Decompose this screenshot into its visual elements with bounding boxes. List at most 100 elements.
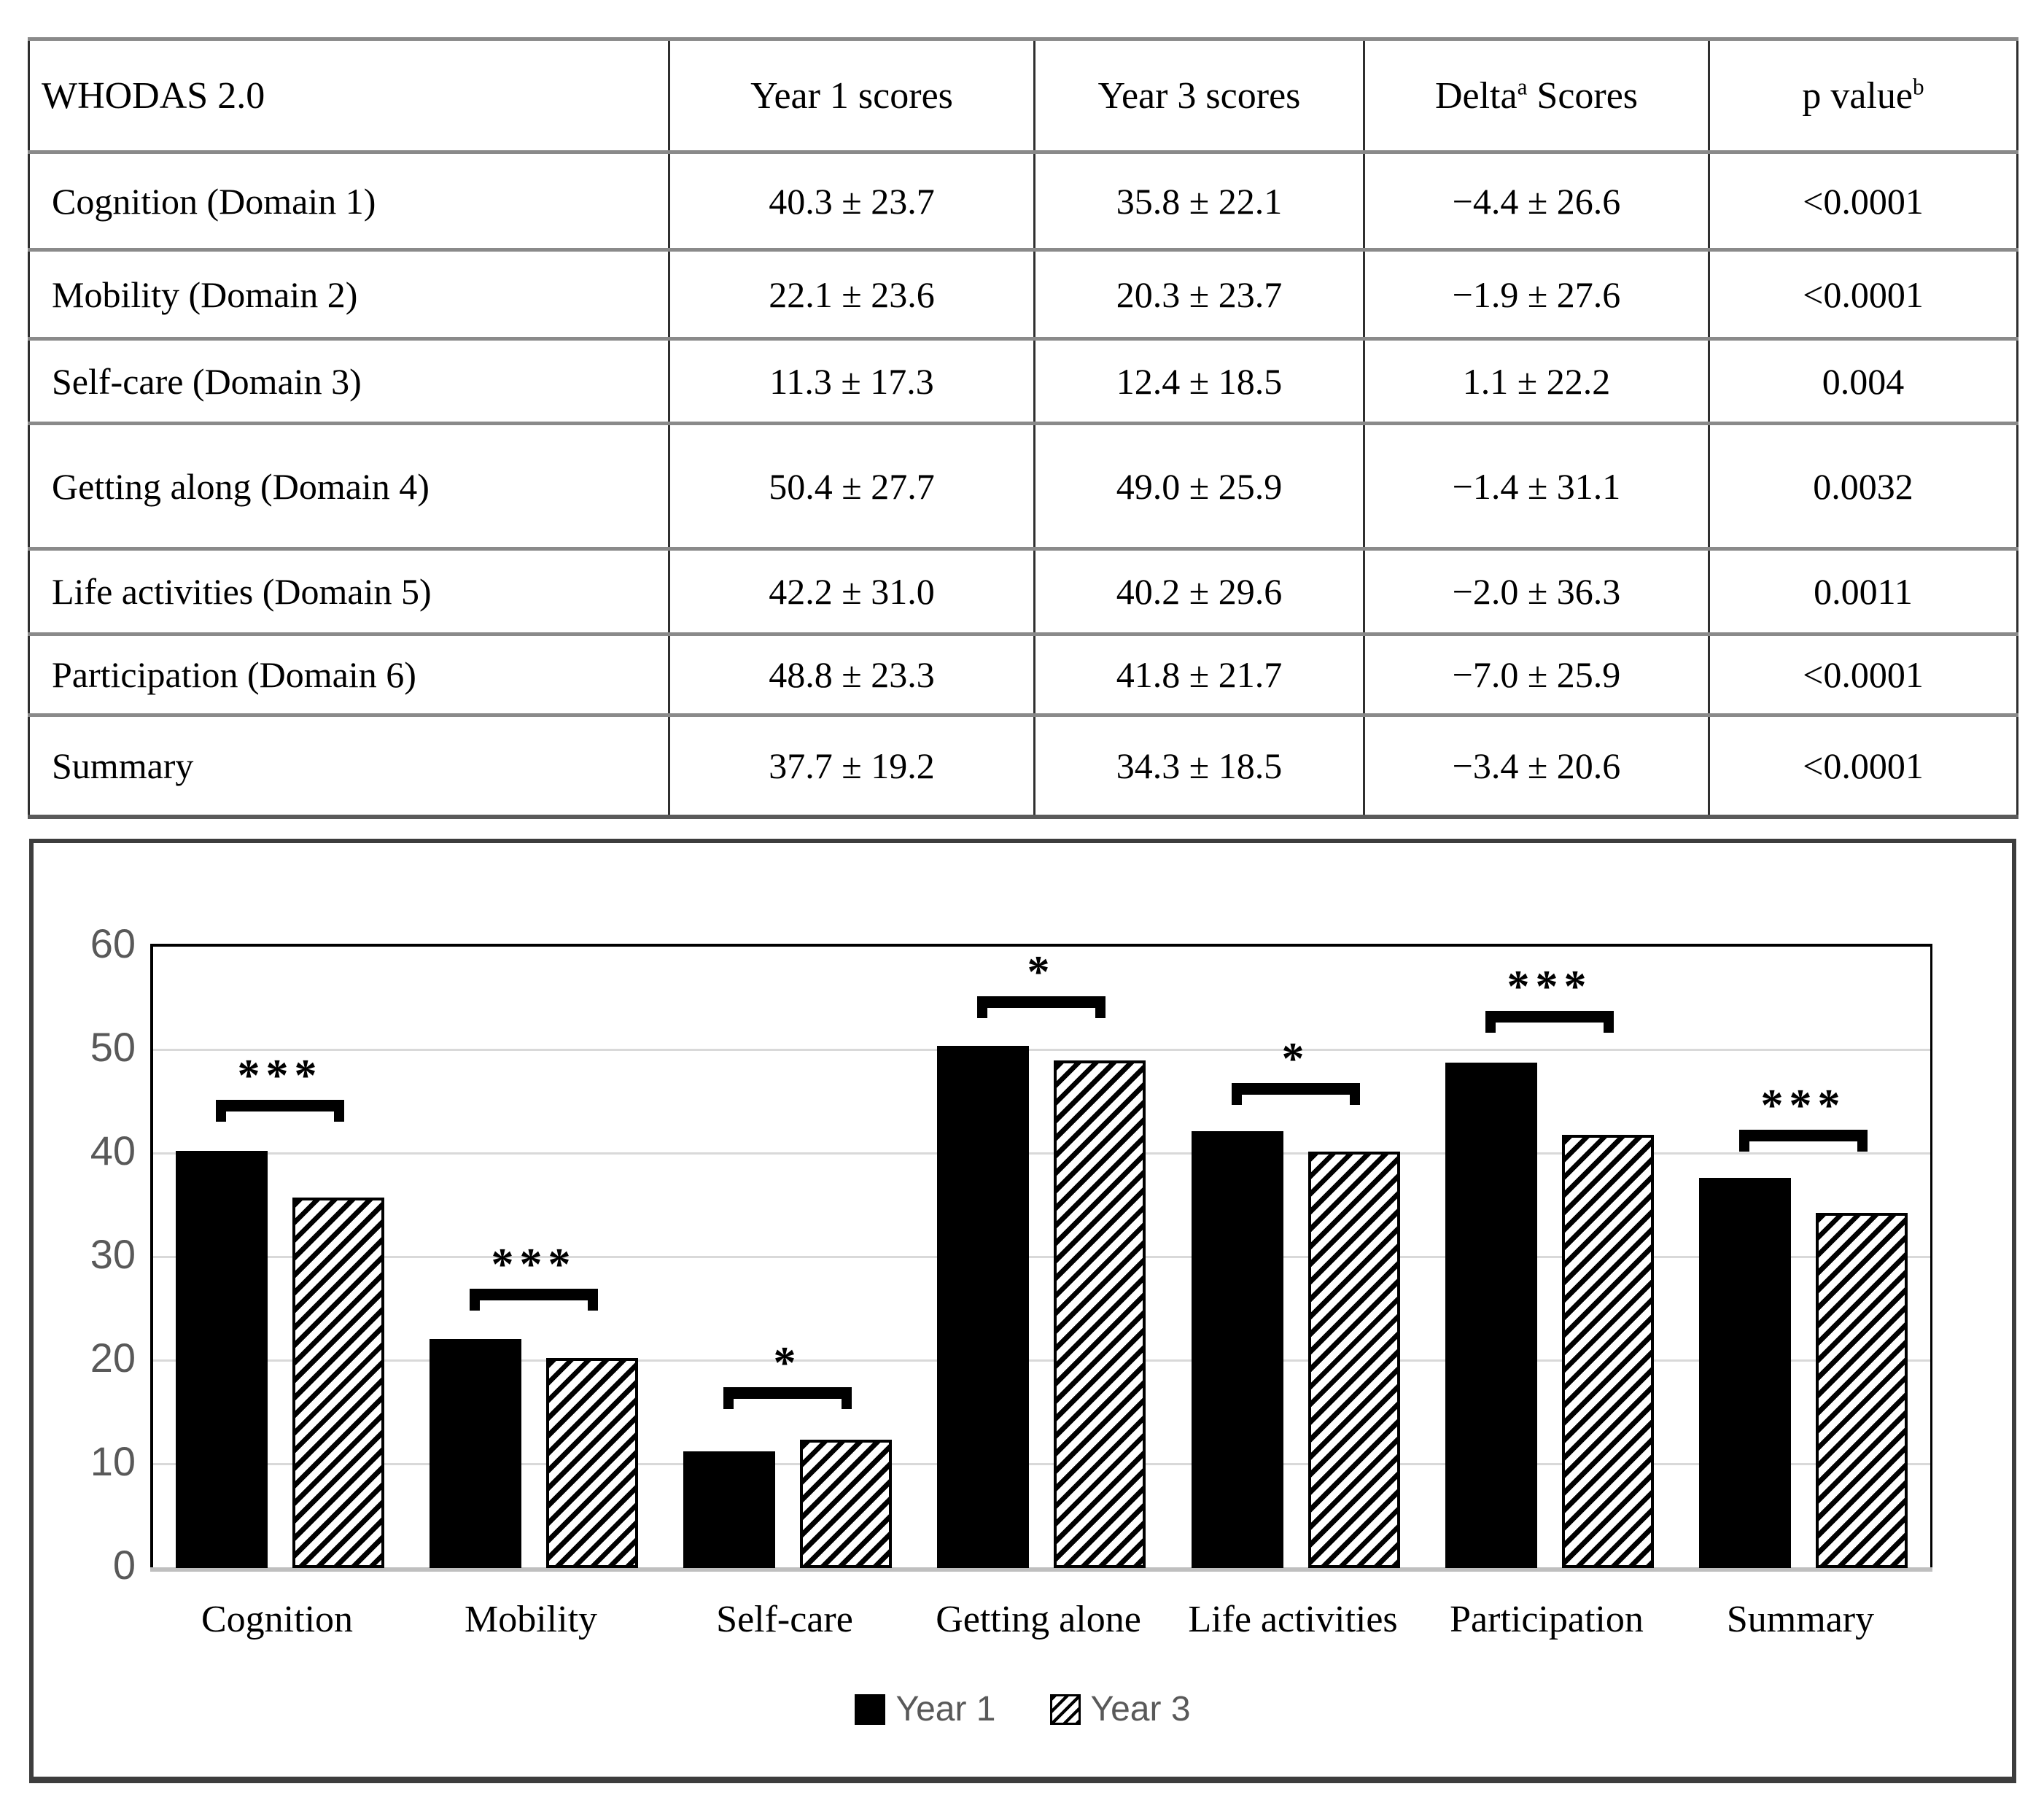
bar-year-3-mobility bbox=[546, 1358, 638, 1568]
year3-swatch-icon bbox=[1049, 1693, 1081, 1725]
cell-label-mobility-domain-2-: Mobility (Domain 2) bbox=[28, 248, 669, 339]
gridline-30 bbox=[153, 1256, 1930, 1258]
cell-delta-life-activities-domain-5-: −2.0 ± 36.3 bbox=[1363, 547, 1709, 635]
table-row-mobility-domain-2-: Mobility (Domain 2) 22.1 ± 23.6 20.3 ± 23.… bbox=[28, 248, 2018, 339]
bar-year-1-cognition bbox=[176, 1151, 268, 1568]
gridline-20 bbox=[153, 1359, 1930, 1362]
legend-label-year1: Year 1 bbox=[895, 1690, 996, 1729]
bar-year-1-mobility bbox=[430, 1339, 521, 1568]
category-label-self-care: Self-care bbox=[716, 1599, 853, 1640]
significance-bracket-participation bbox=[1485, 1011, 1614, 1033]
bar-year-1-life-activities bbox=[1192, 1131, 1283, 1568]
cell-p-getting-along-domain-4-: 0.0032 bbox=[1708, 422, 2018, 549]
significance-bracket-life-activities bbox=[1232, 1083, 1360, 1105]
significance-stars-life-activities: * bbox=[1281, 1034, 1310, 1084]
bar-year-3-getting-alone bbox=[1054, 1060, 1146, 1568]
chart-legend: Year 1 Year 3 bbox=[34, 1689, 2012, 1729]
cell-label-participation-domain-6-: Participation (Domain 6) bbox=[28, 632, 669, 715]
significance-stars-cognition: *** bbox=[237, 1051, 323, 1101]
bar-year-3-cognition bbox=[292, 1198, 384, 1568]
table-row-getting-along-domain-4-: Getting along (Domain 4) 50.4 ± 27.7 49.0 … bbox=[28, 422, 2018, 549]
category-label-cognition: Cognition bbox=[201, 1599, 354, 1640]
cell-year1-cognition-domain-1-: 40.3 ± 23.7 bbox=[668, 150, 1035, 250]
cell-year1-summary: 37.7 ± 19.2 bbox=[668, 713, 1035, 817]
cell-year1-life-activities-domain-5-: 42.2 ± 31.0 bbox=[668, 547, 1035, 635]
y-tick-label-20: 20 bbox=[90, 1335, 136, 1381]
cell-label-summary: Summary bbox=[28, 713, 669, 817]
category-label-summary: Summary bbox=[1726, 1599, 1875, 1640]
x-axis-line bbox=[150, 1567, 1932, 1572]
bar-year-3-participation bbox=[1562, 1135, 1654, 1568]
column-header-year-1-scores: Year 1 scores bbox=[668, 37, 1035, 152]
y-tick-label-60: 60 bbox=[90, 920, 136, 966]
year1-swatch-icon bbox=[855, 1693, 886, 1725]
table-row-self-care-domain-3-: Self-care (Domain 3) 11.3 ± 17.3 12.4 ± 18… bbox=[28, 337, 2018, 424]
table-header-row: WHODAS 2.0 Year 1 scores Year 3 scores Delt… bbox=[28, 37, 2018, 152]
significance-stars-mobility: *** bbox=[491, 1240, 577, 1289]
gridline-10 bbox=[153, 1463, 1930, 1465]
cell-delta-mobility-domain-2-: −1.9 ± 27.6 bbox=[1363, 248, 1709, 339]
significance-bracket-getting-alone bbox=[977, 996, 1105, 1018]
legend-item-year3: Year 3 bbox=[1049, 1689, 1191, 1729]
y-tick-label-40: 40 bbox=[90, 1128, 136, 1173]
plot-area: *** *** * * * *** *** bbox=[150, 944, 1932, 1572]
significance-stars-participation: *** bbox=[1507, 962, 1593, 1012]
gridline-50 bbox=[153, 1049, 1930, 1051]
cell-year3-self-care-domain-3-: 12.4 ± 18.5 bbox=[1033, 337, 1364, 424]
cell-p-summary: <0.0001 bbox=[1708, 713, 2018, 817]
bar-year-1-participation bbox=[1445, 1063, 1537, 1568]
gridline-40 bbox=[153, 1152, 1930, 1155]
bar-year-3-self-care bbox=[800, 1440, 892, 1568]
cell-label-life-activities-domain-5-: Life activities (Domain 5) bbox=[28, 547, 669, 635]
y-tick-label-30: 30 bbox=[90, 1231, 136, 1277]
cell-year1-participation-domain-6-: 48.8 ± 23.3 bbox=[668, 632, 1035, 715]
column-header-year-3-scores: Year 3 scores bbox=[1033, 37, 1364, 152]
cell-label-getting-along-domain-4-: Getting along (Domain 4) bbox=[28, 422, 669, 549]
cell-year3-participation-domain-6-: 41.8 ± 21.7 bbox=[1033, 632, 1364, 715]
significance-bracket-mobility bbox=[470, 1289, 598, 1311]
column-header-delta: Deltaa Scores bbox=[1363, 37, 1709, 152]
cell-p-participation-domain-6-: <0.0001 bbox=[1708, 632, 2018, 715]
cell-delta-getting-along-domain-4-: −1.4 ± 31.1 bbox=[1363, 422, 1709, 549]
cell-delta-participation-domain-6-: −7.0 ± 25.9 bbox=[1363, 632, 1709, 715]
table-row-cognition-domain-1-: Cognition (Domain 1) 40.3 ± 23.7 35.8 ± 22… bbox=[28, 150, 2018, 250]
cell-p-self-care-domain-3-: 0.004 bbox=[1708, 337, 2018, 424]
bar-year-3-life-activities bbox=[1308, 1152, 1400, 1568]
bar-year-1-summary bbox=[1699, 1178, 1791, 1568]
column-header-whodas-2-0: WHODAS 2.0 bbox=[28, 37, 669, 152]
cell-year1-self-care-domain-3-: 11.3 ± 17.3 bbox=[668, 337, 1035, 424]
bar-year-1-self-care bbox=[683, 1451, 775, 1568]
significance-stars-getting-alone: * bbox=[1027, 947, 1056, 997]
cell-delta-summary: −3.4 ± 20.6 bbox=[1363, 713, 1709, 817]
whodas-table: WHODAS 2.0 Year 1 scores Year 3 scores Delt… bbox=[28, 37, 2018, 819]
category-label-getting-alone: Getting alone bbox=[936, 1599, 1141, 1640]
category-label-mobility: Mobility bbox=[464, 1599, 598, 1640]
table-body: Cognition (Domain 1) 40.3 ± 23.7 35.8 ± 22… bbox=[28, 150, 2018, 817]
table-row-summary: Summary 37.7 ± 19.2 34.3 ± 18.5 −3.4 ± 20.6… bbox=[28, 713, 2018, 817]
significance-stars-self-care: * bbox=[773, 1338, 802, 1388]
bar-year-3-summary bbox=[1816, 1213, 1908, 1568]
category-label-life-activities: Life activities bbox=[1188, 1599, 1398, 1640]
cell-label-cognition-domain-1-: Cognition (Domain 1) bbox=[28, 150, 669, 250]
significance-bracket-summary bbox=[1739, 1130, 1868, 1152]
cell-delta-cognition-domain-1-: −4.4 ± 26.6 bbox=[1363, 150, 1709, 250]
cell-p-cognition-domain-1-: <0.0001 bbox=[1708, 150, 2018, 250]
cell-year3-getting-along-domain-4-: 49.0 ± 25.9 bbox=[1033, 422, 1364, 549]
table-row-life-activities-domain-5-: Life activities (Domain 5) 42.2 ± 31.0 40.… bbox=[28, 547, 2018, 635]
cell-year1-mobility-domain-2-: 22.1 ± 23.6 bbox=[668, 248, 1035, 339]
cell-year3-cognition-domain-1-: 35.8 ± 22.1 bbox=[1033, 150, 1364, 250]
category-label-participation: Participation bbox=[1450, 1599, 1644, 1640]
cell-year3-life-activities-domain-5-: 40.2 ± 29.6 bbox=[1033, 547, 1364, 635]
significance-bracket-self-care bbox=[723, 1387, 852, 1409]
cell-year3-mobility-domain-2-: 20.3 ± 23.7 bbox=[1033, 248, 1364, 339]
y-tick-label-10: 10 bbox=[90, 1438, 136, 1484]
bar-chart: *** *** * * * *** *** 0 10 20 30 40 50 60 Cognition M… bbox=[29, 839, 2016, 1783]
legend-label-year3: Year 3 bbox=[1090, 1690, 1191, 1729]
significance-stars-summary: *** bbox=[1760, 1081, 1846, 1130]
y-tick-label-50: 50 bbox=[90, 1024, 136, 1070]
cell-p-mobility-domain-2-: <0.0001 bbox=[1708, 248, 2018, 339]
legend-item-year1: Year 1 bbox=[855, 1689, 996, 1729]
cell-p-life-activities-domain-5-: 0.0011 bbox=[1708, 547, 2018, 635]
cell-year3-summary: 34.3 ± 18.5 bbox=[1033, 713, 1364, 817]
